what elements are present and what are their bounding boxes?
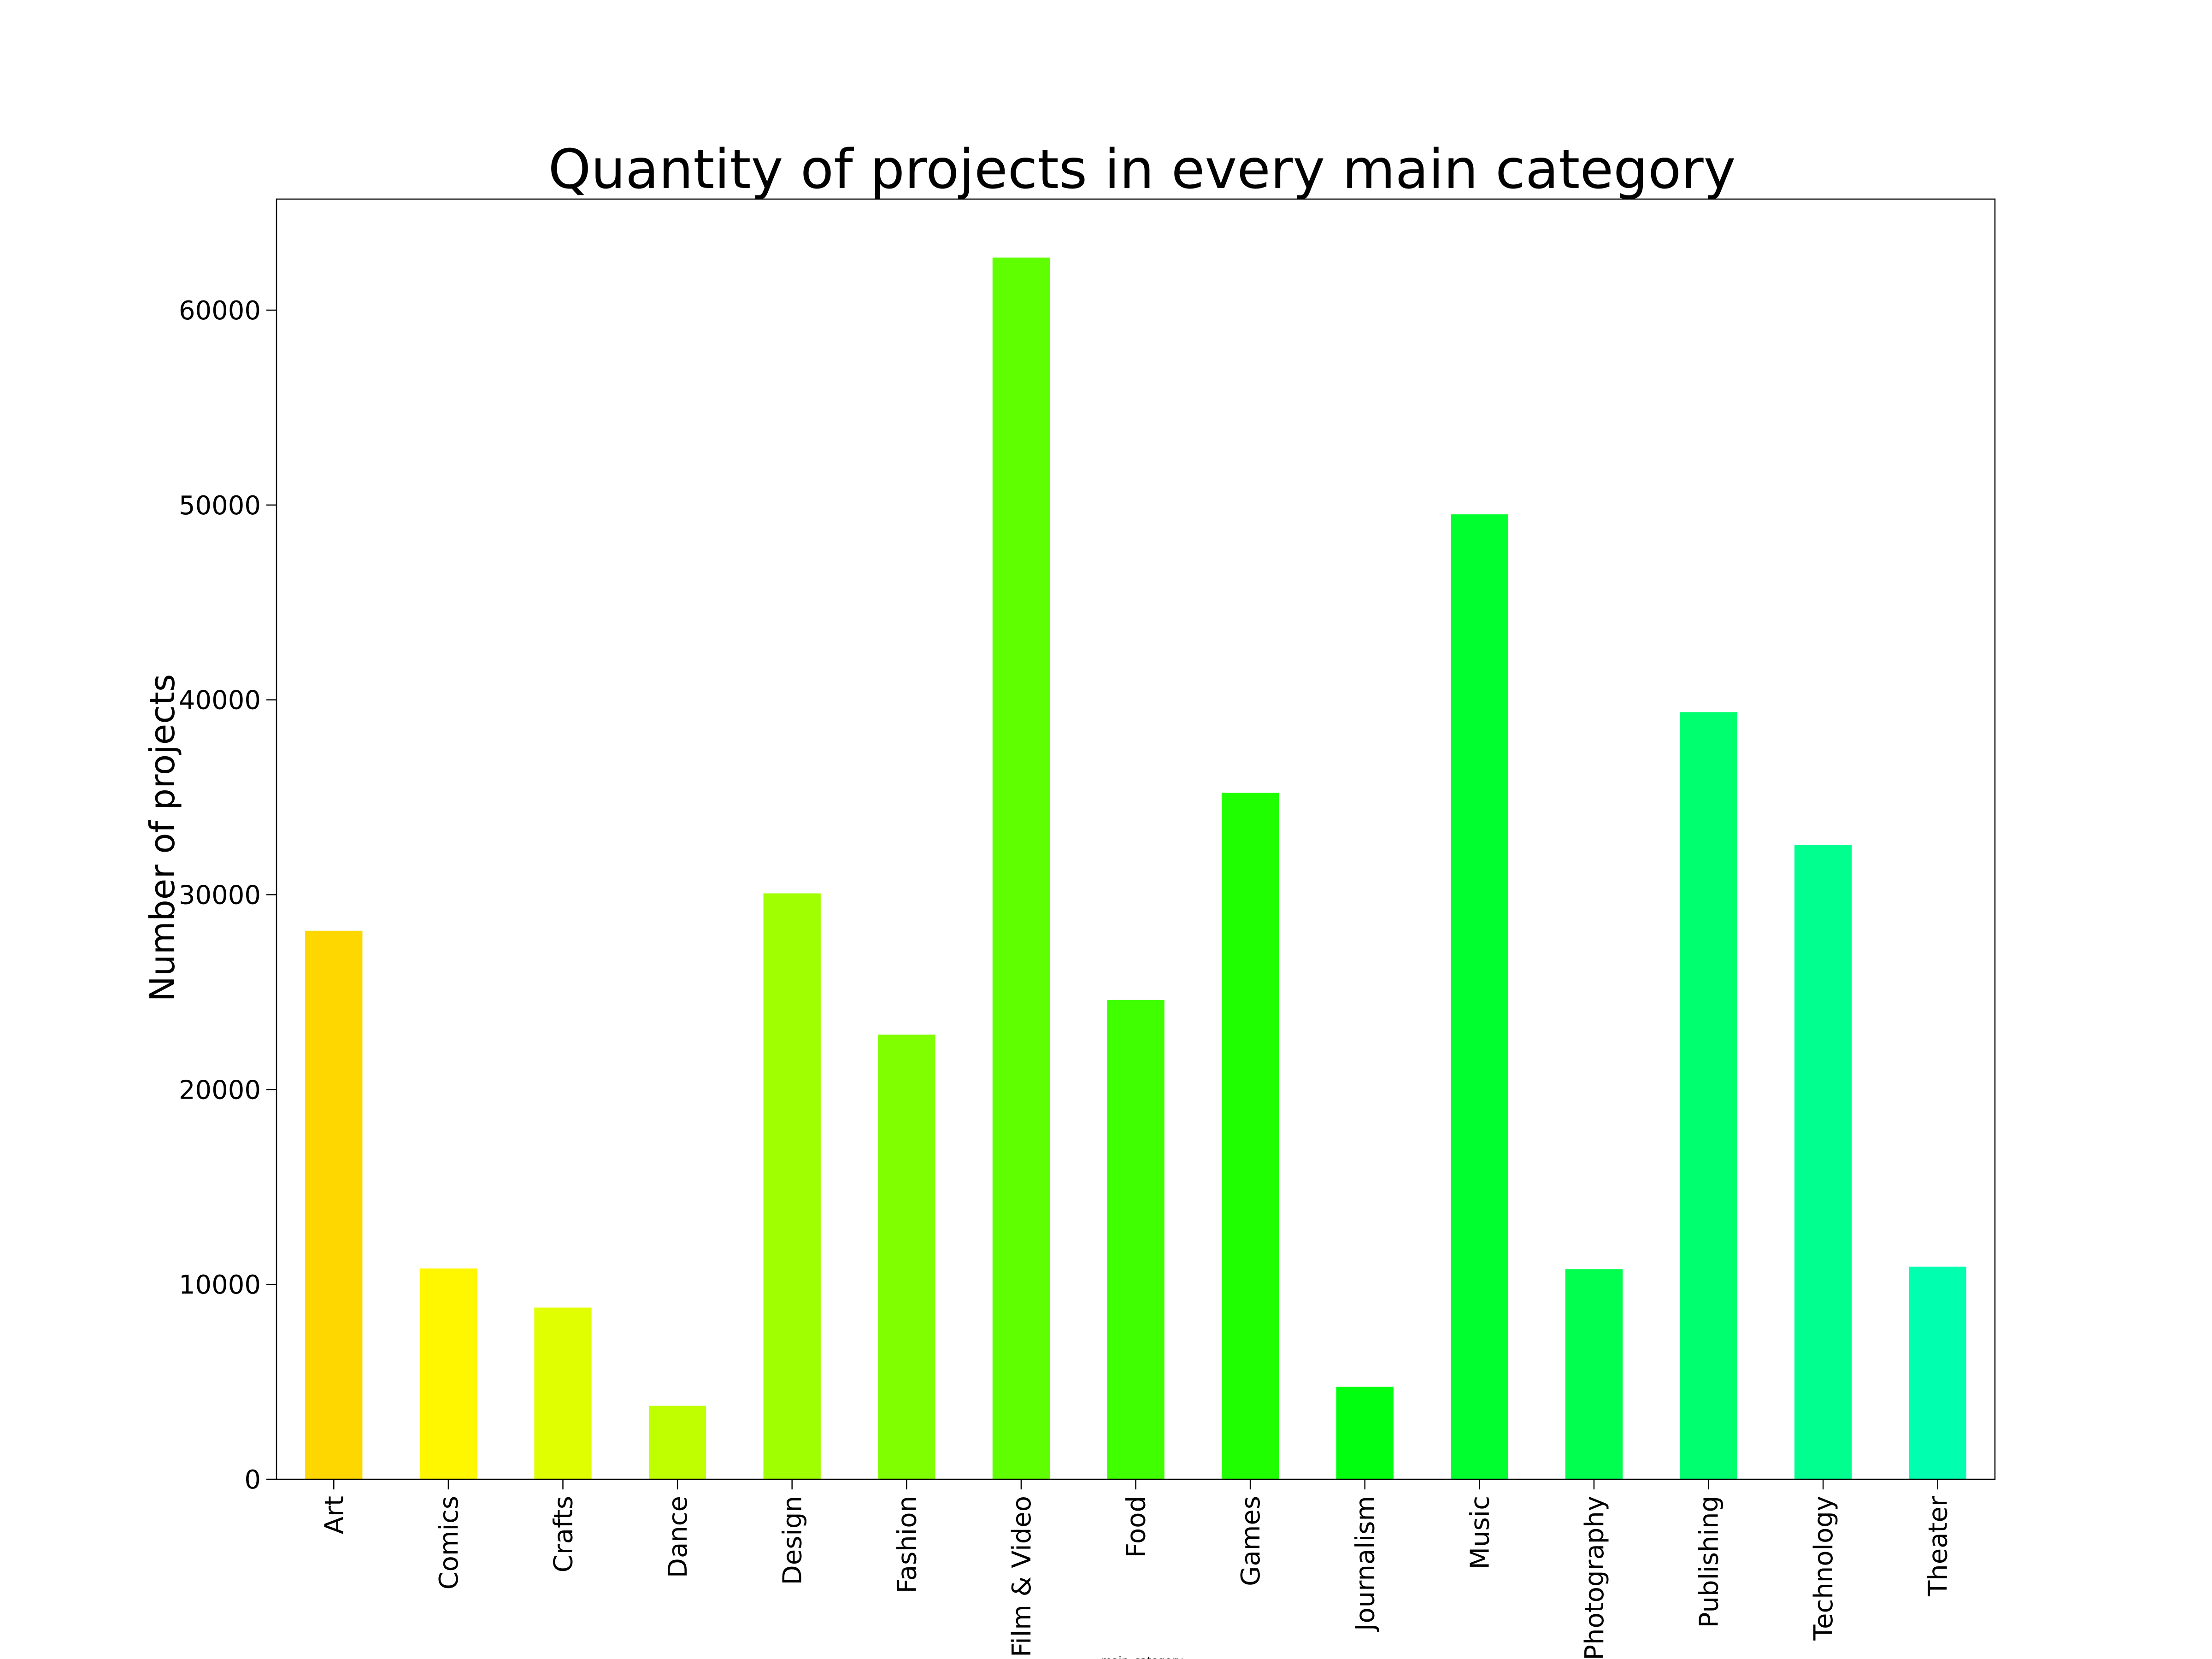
bar-food <box>1107 1000 1165 1479</box>
y-tick-label: 50000 <box>179 491 261 521</box>
x-tick-label: Journalism <box>1351 1496 1381 1632</box>
bar-film-video <box>992 257 1050 1479</box>
x-tick-label: Food <box>1122 1496 1152 1558</box>
bar-dance <box>648 1406 706 1479</box>
x-tick-label: Photography <box>1580 1496 1610 1659</box>
y-tick-label: 20000 <box>179 1075 261 1105</box>
bar-music <box>1451 514 1508 1479</box>
y-axis-ticks: 0 10000 20000 30000 40000 50000 60000 <box>179 296 276 1495</box>
x-tick-label: Technology <box>1809 1496 1839 1641</box>
bar-fashion <box>878 1035 935 1479</box>
bar-design <box>763 893 821 1479</box>
x-tick-label: Music <box>1465 1496 1495 1569</box>
chart-title: Quantity of projects in every main categ… <box>548 137 1736 201</box>
x-tick-label: Crafts <box>549 1496 579 1572</box>
bar-journalism <box>1336 1387 1394 1479</box>
x-tick-label: Art <box>319 1496 349 1534</box>
y-tick-label: 40000 <box>179 686 261 716</box>
bar-games <box>1221 793 1279 1479</box>
bar-art <box>305 930 363 1479</box>
x-tick-label: Fashion <box>892 1496 922 1593</box>
bar-photography <box>1565 1269 1623 1479</box>
x-tick-label: Theater <box>1924 1495 1953 1597</box>
y-tick-label: 10000 <box>179 1270 261 1300</box>
axes-frame <box>276 198 1996 1480</box>
bar-theater <box>1909 1266 1966 1479</box>
y-tick-label: 30000 <box>179 881 261 911</box>
x-tick-label: Games <box>1236 1496 1266 1586</box>
x-tick-label: Publishing <box>1694 1496 1724 1628</box>
y-tick-label: 0 <box>244 1465 261 1495</box>
bar-technology <box>1794 845 1852 1479</box>
x-tick-label: Dance <box>663 1496 693 1578</box>
bar-comics <box>419 1268 477 1479</box>
bars-layer <box>305 257 1966 1479</box>
bar-publishing <box>1680 712 1737 1479</box>
x-axis-label: main_category <box>1101 1654 1183 1659</box>
y-tick-label: 60000 <box>179 296 261 326</box>
x-tick-label: Design <box>778 1496 808 1585</box>
x-tick-label: Film & Video <box>1007 1496 1037 1657</box>
bar-crafts <box>534 1307 592 1479</box>
x-tick-label: Comics <box>434 1496 464 1589</box>
y-axis-label: Number of projects <box>143 674 182 1001</box>
x-axis-ticks: Art Comics Crafts Dance Design Fashion Film & … <box>319 1479 1953 1659</box>
